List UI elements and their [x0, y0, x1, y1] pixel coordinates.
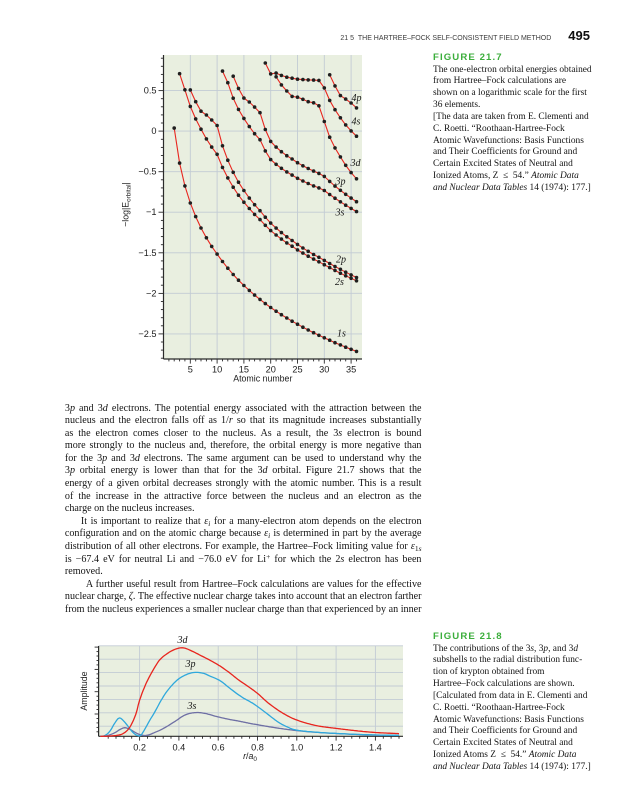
- svg-text:0.6: 0.6: [212, 742, 225, 752]
- svg-text:−2: −2: [146, 288, 156, 298]
- svg-text:1.2: 1.2: [330, 742, 343, 752]
- svg-text:3p: 3p: [185, 659, 196, 670]
- svg-text:0.2: 0.2: [133, 742, 146, 752]
- svg-text:0.5: 0.5: [144, 86, 157, 96]
- svg-text:2s: 2s: [335, 277, 344, 288]
- svg-text:10: 10: [212, 365, 222, 375]
- svg-text:35: 35: [346, 365, 356, 375]
- svg-text:4p: 4p: [352, 93, 362, 104]
- svg-text:30: 30: [319, 365, 329, 375]
- svg-text:2p: 2p: [336, 255, 346, 266]
- svg-text:0.4: 0.4: [173, 742, 186, 752]
- svg-text:15: 15: [239, 365, 249, 375]
- svg-text:−2.5: −2.5: [138, 329, 156, 339]
- svg-text:0: 0: [151, 126, 156, 136]
- svg-text:4s: 4s: [352, 117, 361, 128]
- svg-text:Atomic number: Atomic number: [233, 374, 292, 384]
- svg-text:−log|Eorbital|: −log|Eorbital|: [121, 182, 133, 227]
- svg-text:−1.5: −1.5: [138, 248, 156, 258]
- svg-text:r/a0: r/a0: [243, 751, 257, 763]
- svg-text:Amplitude: Amplitude: [79, 671, 89, 710]
- svg-text:25: 25: [292, 365, 302, 375]
- svg-text:3d: 3d: [177, 635, 189, 646]
- svg-text:1.4: 1.4: [369, 742, 382, 752]
- svg-text:3s: 3s: [187, 701, 197, 712]
- svg-text:−1: −1: [146, 207, 156, 217]
- svg-text:3d: 3d: [350, 158, 362, 169]
- svg-text:1.0: 1.0: [290, 742, 303, 752]
- svg-text:20: 20: [266, 365, 276, 375]
- svg-text:0.8: 0.8: [251, 742, 264, 752]
- svg-text:1s: 1s: [337, 329, 346, 340]
- svg-text:3s: 3s: [335, 208, 345, 219]
- svg-text:−0.5: −0.5: [138, 167, 156, 177]
- svg-text:5: 5: [188, 365, 193, 375]
- svg-text:3p: 3p: [335, 177, 346, 188]
